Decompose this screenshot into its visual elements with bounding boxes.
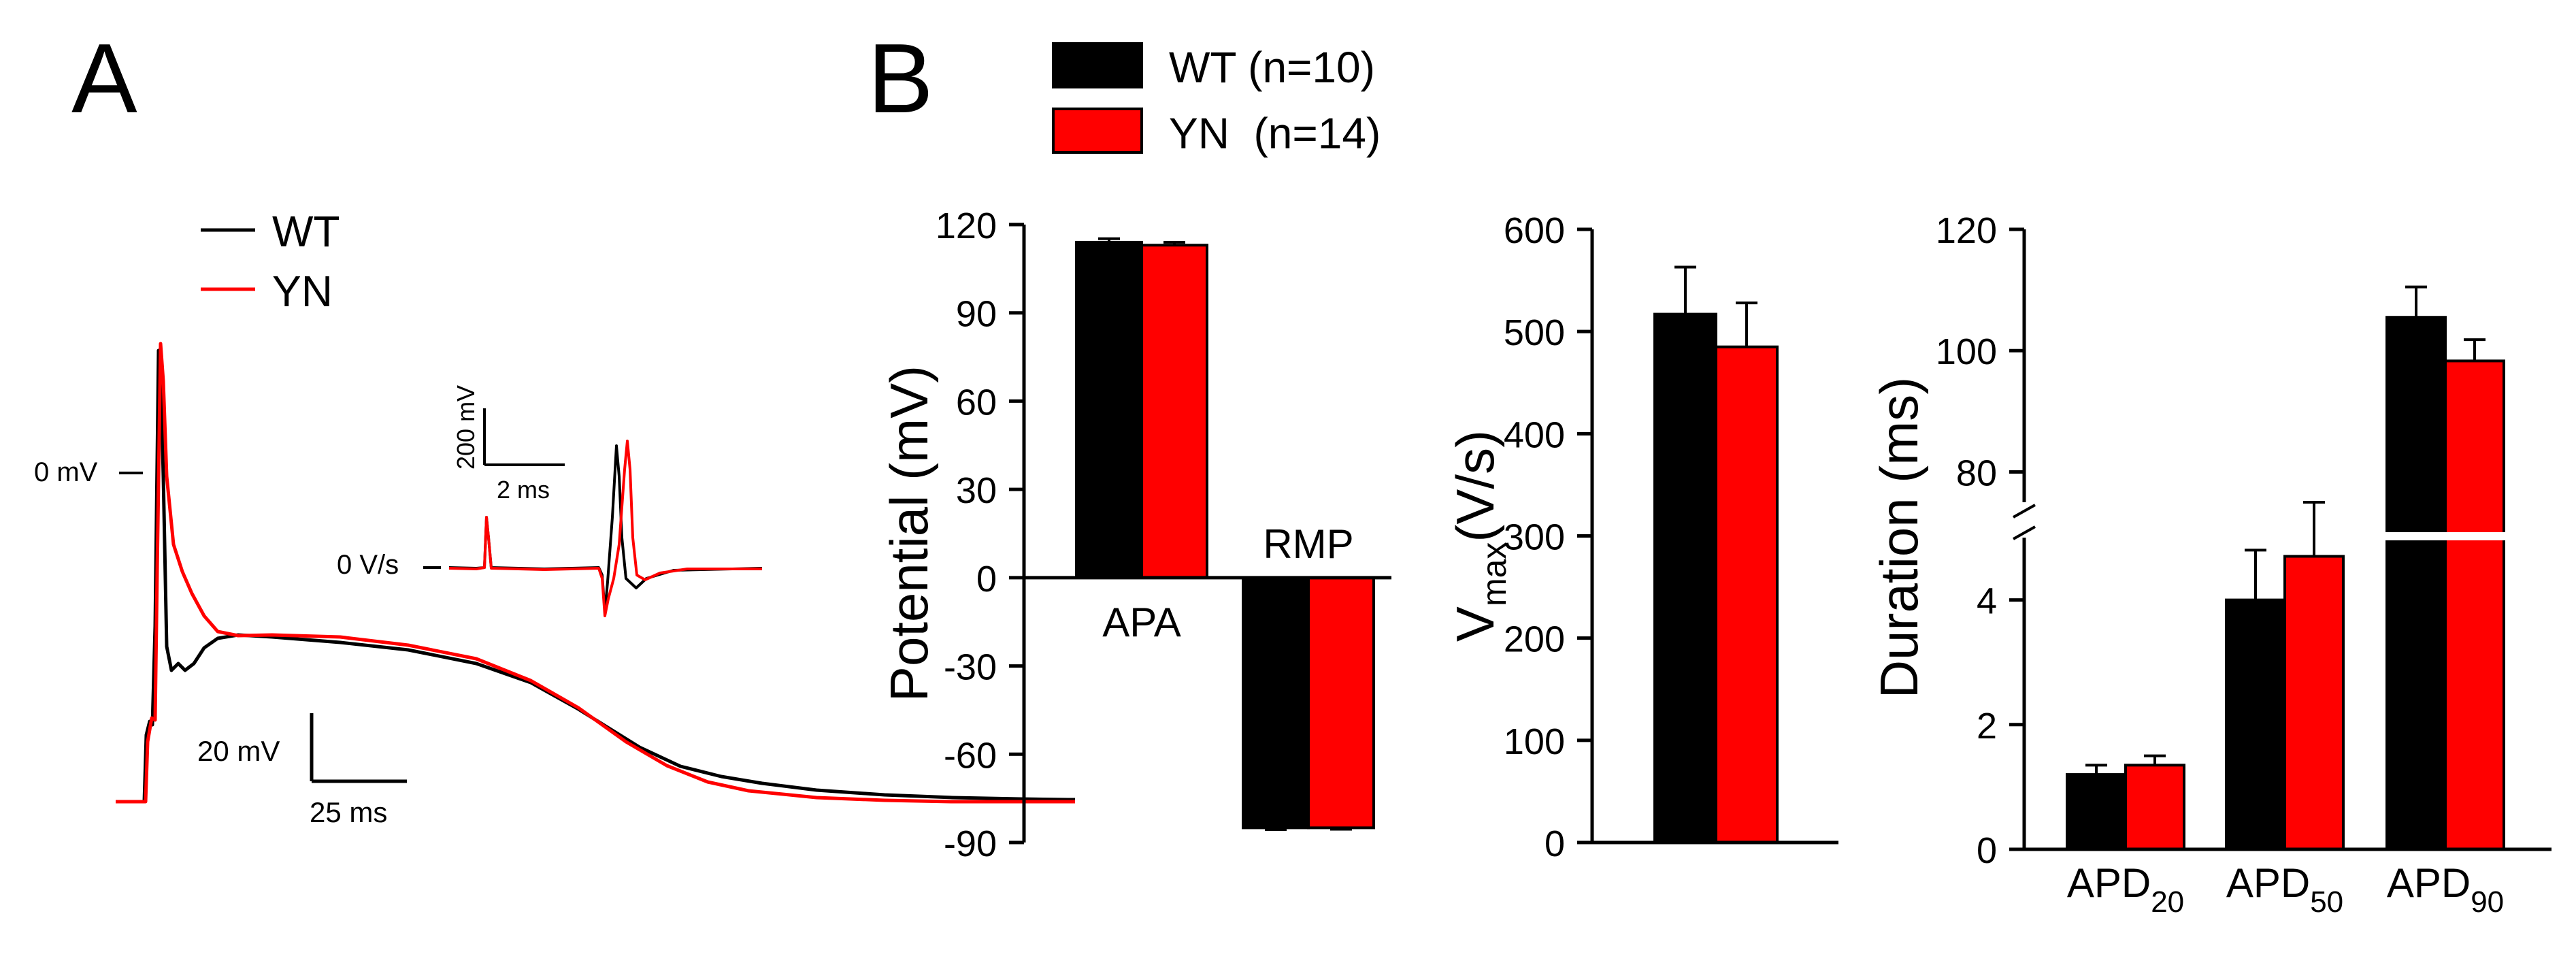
bar-apd20-yn (2124, 764, 2185, 851)
y-tick-label: 0 (1545, 823, 1565, 864)
legend-b-wt-swatch (1052, 42, 1143, 88)
panel-a-label: A (71, 23, 137, 133)
panel-b-label: B (868, 23, 934, 133)
chart-potential: APA RMP 120 90 60 30 0 -30 -60 -90 Potential (mV) (879, 206, 1391, 864)
y-axis-title: Duration (ms) (1869, 377, 1929, 698)
y-tick-label: 300 (1504, 517, 1565, 558)
y-tick-label-upper: 100 (1936, 331, 1997, 372)
y-tick-label: 0 (976, 559, 997, 600)
y-tick-label-lower: 2 (1977, 706, 1997, 747)
chart-duration: APD20 APD50 APD90 120 100 80 4 2 0 Duration (ms) (1869, 210, 2565, 919)
y-tick-label-upper: 120 (1936, 210, 1997, 251)
legend-b-yn-swatch (1052, 108, 1143, 154)
category-label-apd90: APD90 (2387, 860, 2504, 919)
zero-mv-label: 0 mV (34, 457, 98, 487)
category-label-apd20: APD20 (2067, 860, 2184, 919)
y-tick-label: 90 (956, 294, 997, 335)
trace-yn (116, 342, 1075, 804)
legend-b: WT (n=10) YN (n=14) (1052, 42, 1381, 158)
y-tick-label: -30 (944, 647, 997, 688)
y-tick-label: 600 (1504, 210, 1565, 251)
bar-apd50-wt (2225, 598, 2286, 851)
scale-inset-voltage-label: 200 mV (452, 385, 480, 470)
scale-main-time-label: 25 ms (310, 796, 387, 828)
bar-vmax-wt (1653, 312, 1717, 845)
bar-apa-yn (1140, 244, 1208, 579)
chart-vmax: 600 500 400 300 200 100 0 Vmax(V/s) (1445, 210, 1838, 864)
y-tick-label: 500 (1504, 312, 1565, 353)
y-tick-label: 100 (1504, 721, 1565, 762)
axis-break-gap (2341, 532, 2565, 540)
y-tick-label-lower: 4 (1977, 581, 1997, 622)
y-tick-label: 30 (956, 470, 997, 511)
bar-apd50-yn (2283, 555, 2345, 851)
category-label-apd50: APD50 (2226, 860, 2343, 919)
y-tick-label: 400 (1504, 414, 1565, 455)
y-tick-label: 120 (936, 206, 997, 246)
bar-rmp-wt (1242, 576, 1310, 830)
bar-vmax-yn (1715, 345, 1779, 845)
zero-vs-label: 0 V/s (337, 550, 399, 580)
y-tick-label-upper: 80 (1956, 453, 1997, 493)
legend-b-wt-label: WT (n=10) (1169, 43, 1375, 92)
axis-break-mark (2013, 504, 2036, 519)
y-tick-label-lower: 0 (1977, 830, 1997, 871)
inset-trace-wt (448, 444, 763, 614)
y-tick-label: -60 (944, 735, 997, 776)
category-label-apa: APA (1102, 600, 1181, 645)
bar-apa-wt (1075, 240, 1143, 579)
panel-a: A WT YN 0 mV 20 mV 25 ms 0 V/s 200 mV 2 … (34, 23, 1075, 828)
y-tick-label: -90 (944, 823, 997, 864)
legend-a-yn-label: YN (272, 267, 333, 316)
legend-a-wt-label: WT (272, 207, 340, 256)
bar-apd20-wt (2066, 773, 2127, 851)
legend-a: WT YN (201, 207, 340, 316)
y-tick-label: 60 (956, 382, 997, 423)
bar-apd90-wt (2385, 316, 2447, 851)
y-tick-label: 200 (1504, 619, 1565, 660)
axis-break-mark (2013, 525, 2036, 540)
y-axis-title: Potential (mV) (879, 365, 939, 702)
legend-b-yn-label: YN (n=14) (1169, 109, 1381, 158)
y-axis-title: Vmax(V/s) (1445, 430, 1513, 642)
category-label-rmp: RMP (1263, 521, 1353, 567)
panel-b: B WT (n=10) YN (n=14) APARMP1209060300-3… (868, 23, 2565, 919)
scale-main-voltage-label: 20 mV (197, 735, 280, 767)
bar-apd90-yn (2444, 359, 2505, 851)
inset-trace-yn (448, 440, 762, 617)
scale-inset-time-label: 2 ms (497, 476, 550, 504)
bar-rmp-yn (1307, 576, 1375, 830)
